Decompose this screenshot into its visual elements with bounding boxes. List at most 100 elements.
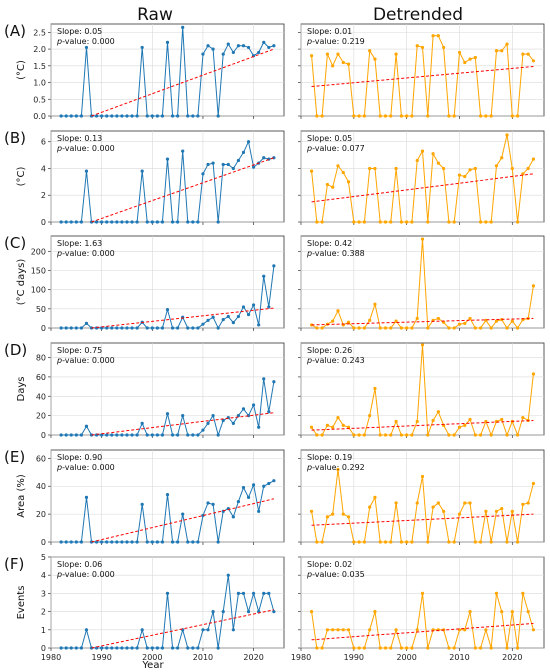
data-point [206,318,210,322]
data-point [410,326,414,330]
data-point [468,417,472,422]
slope-annotation: Slope: 1.63 [57,239,102,248]
data-point [357,540,361,544]
data-point [191,433,195,437]
data-point [325,515,330,519]
y-axis-label: (°C) [16,167,27,187]
detrended-panel: Slope: 0.01p-value: 0.219 [298,23,545,119]
data-point [105,433,109,437]
data-point [452,433,456,437]
data-point [341,628,345,632]
data-point [368,318,372,322]
data-point [135,646,139,650]
data-point [130,326,134,330]
data-point [315,540,319,544]
data-point [105,540,109,544]
y-tick-label: 60 [36,373,46,382]
data-point [74,433,78,437]
data-point [415,316,419,321]
data-point [64,220,68,224]
slope-annotation: Slope: 0.19 [307,453,352,462]
data-point [201,52,205,56]
data-point [206,44,210,48]
data-point [521,502,525,506]
data-point [389,220,393,224]
data-point [236,158,241,163]
data-point [120,646,124,650]
data-point [165,412,170,416]
data-point [515,433,520,437]
detrended-panel: Slope: 0.05p-value: 0.077 [298,130,545,225]
data-point [373,57,377,61]
data-point [120,326,124,330]
data-point [494,164,499,168]
data-point [221,610,225,614]
data-point [181,414,185,418]
data-point [484,318,488,322]
data-point [410,114,414,118]
data-point [140,421,144,425]
data-point [135,540,139,544]
data-point [531,59,536,63]
data-point [526,501,530,505]
data-point [201,513,205,518]
trend-line [311,419,534,431]
x-tick-label: 2020 [243,653,263,662]
y-axis-label: Events [16,586,27,620]
data-point [140,502,144,506]
data-point [410,540,414,544]
data-point [110,646,114,650]
data-point [484,628,488,632]
y-tick-label: 50 [36,305,46,314]
plot-frame [300,556,545,649]
data-point [373,495,377,499]
data-point [125,540,129,544]
data-point [436,34,440,38]
data-point [196,646,200,650]
data-point [84,424,89,428]
x-axis-label-raw: Year [141,660,164,671]
data-point [442,509,446,513]
data-point [59,114,63,118]
y-tick-label: 4 [41,571,46,580]
data-point [272,44,276,48]
slope-annotation: Slope: 0.06 [57,560,102,569]
data-point [468,57,472,61]
p-value-annotation: p-value: 0.292 [306,463,365,472]
data-point [120,220,124,224]
y-tick-label: 60 [36,454,46,463]
data-point [170,433,175,437]
data-point [221,418,225,423]
data-point [383,540,388,544]
data-point [170,540,175,544]
data-point [206,501,210,505]
data-point [236,414,241,418]
data-point [362,433,366,437]
data-point [160,114,165,118]
data-point [505,646,509,650]
data-point [74,220,78,224]
data-point [320,433,324,437]
data-point [531,284,536,288]
data-point [201,628,205,632]
data-point [357,220,361,224]
data-point [526,52,530,56]
data-point [442,166,446,171]
data-point [362,220,366,224]
data-point [315,433,319,437]
p-value-annotation: p-value: 0.000 [56,37,115,46]
data-point [135,114,139,118]
data-point [84,321,89,325]
data-point [115,220,119,224]
data-point [362,646,366,650]
p-value-annotation: p-value: 0.000 [56,356,115,365]
data-point [59,326,63,330]
y-tick-label: 6 [41,138,46,147]
data-point [115,114,119,118]
data-point [494,591,499,596]
data-point [226,573,230,577]
data-point [100,433,104,437]
data-point [186,114,190,118]
data-point [415,44,419,48]
data-point [452,114,456,118]
